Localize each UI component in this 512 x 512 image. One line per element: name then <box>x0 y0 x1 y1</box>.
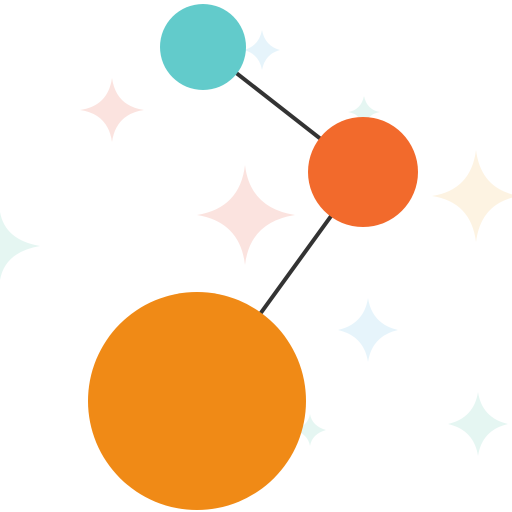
sparkle-icon <box>197 165 295 265</box>
sparkle-icon <box>338 298 398 362</box>
sparkle-icon <box>80 78 144 142</box>
sparkle-icon <box>448 392 508 456</box>
orange-ball[interactable] <box>88 292 306 510</box>
sparkle-icon <box>0 212 40 280</box>
sparkle-icon <box>432 150 512 242</box>
node-layer <box>88 4 418 510</box>
sparkle-icon <box>244 30 280 70</box>
teal-ball[interactable] <box>160 4 246 90</box>
red-orange-ball[interactable] <box>308 117 418 227</box>
